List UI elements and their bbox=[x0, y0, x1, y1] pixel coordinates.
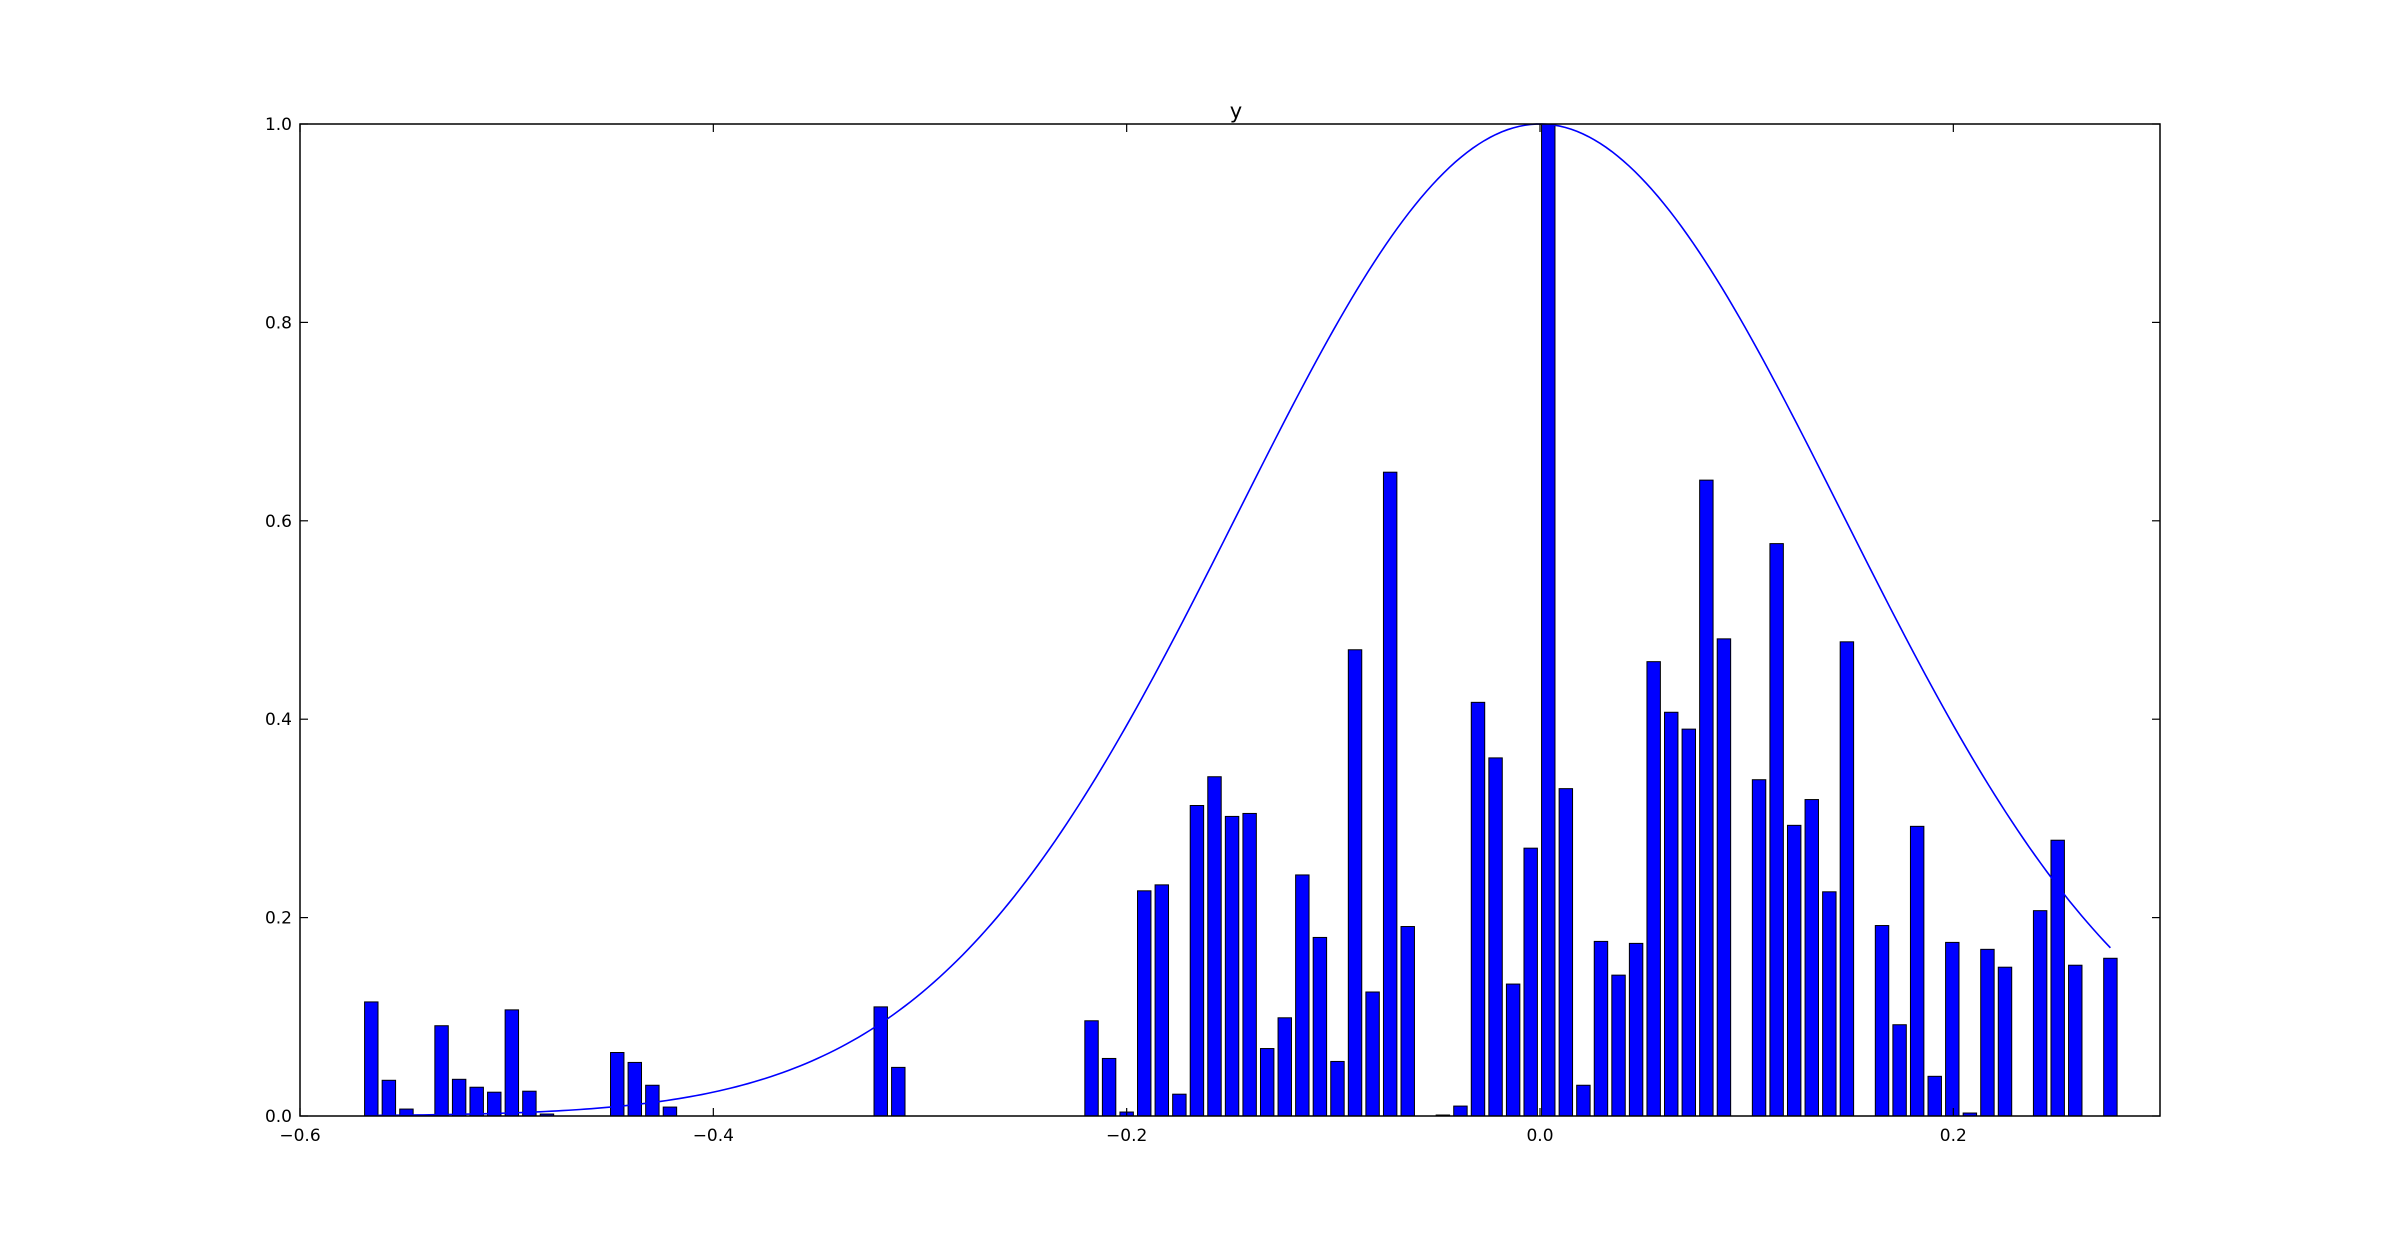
bar bbox=[1505, 983, 1521, 1117]
bar bbox=[1207, 776, 1222, 1117]
bar bbox=[1945, 941, 1960, 1117]
bar bbox=[627, 1061, 643, 1117]
plot-frame bbox=[299, 123, 2161, 1117]
x-tick-label: −0.4 bbox=[693, 1126, 734, 1146]
bar bbox=[1980, 948, 1995, 1117]
ticks-layer: −0.6 −0.4 −0.2 0.0 0.2 0.0 0.2 0.4 0.6 0.8 1.0 bbox=[265, 115, 2160, 1146]
bar bbox=[1628, 942, 1644, 1117]
bar bbox=[1664, 711, 1679, 1117]
series-line bbox=[371, 123, 2111, 1117]
bar bbox=[1769, 543, 1784, 1117]
bar bbox=[1277, 1017, 1292, 1117]
bar bbox=[1646, 661, 1661, 1117]
bar bbox=[1453, 1105, 1468, 1117]
bar bbox=[1523, 847, 1538, 1117]
bar bbox=[1716, 638, 1732, 1117]
bar bbox=[1488, 757, 1503, 1117]
bar bbox=[1154, 884, 1170, 1117]
bar bbox=[1400, 926, 1415, 1117]
curve-layer bbox=[371, 123, 2111, 1117]
bar bbox=[1997, 966, 2013, 1117]
bar bbox=[434, 1025, 449, 1117]
bar bbox=[1786, 824, 1802, 1117]
bar bbox=[1137, 890, 1152, 1117]
bar bbox=[1365, 991, 1380, 1117]
bar bbox=[2050, 839, 2065, 1117]
x-tick-label: 0.0 bbox=[1526, 1126, 1553, 1146]
bar bbox=[1804, 799, 1819, 1117]
bar bbox=[1541, 123, 1556, 1117]
bar bbox=[1892, 1024, 1907, 1117]
bar bbox=[451, 1078, 467, 1117]
bar bbox=[364, 1001, 379, 1117]
bar bbox=[1470, 701, 1486, 1117]
bar bbox=[662, 1106, 678, 1117]
bar bbox=[1172, 1093, 1187, 1117]
bar bbox=[1558, 788, 1574, 1117]
bar bbox=[1681, 728, 1697, 1117]
bars-layer bbox=[364, 123, 2118, 1117]
y-tick-label: 0.2 bbox=[265, 909, 292, 929]
bar bbox=[1839, 641, 1855, 1117]
bar bbox=[1312, 936, 1328, 1117]
bar bbox=[2103, 957, 2118, 1117]
bar bbox=[1593, 940, 1609, 1117]
chart-title: y bbox=[1230, 99, 1242, 123]
bar bbox=[1242, 812, 1257, 1117]
bar bbox=[1347, 649, 1363, 1117]
bar bbox=[1224, 815, 1240, 1117]
bar bbox=[1295, 874, 1310, 1117]
bar bbox=[1259, 1048, 1275, 1117]
bar bbox=[891, 1066, 906, 1117]
bar bbox=[1382, 471, 1398, 1117]
bar bbox=[1822, 891, 1837, 1117]
x-tick-label: 0.2 bbox=[1940, 1126, 1967, 1146]
bar bbox=[381, 1079, 397, 1117]
bar bbox=[1330, 1060, 1345, 1117]
bar bbox=[1084, 1020, 1099, 1117]
bar bbox=[1927, 1075, 1942, 1117]
bar bbox=[469, 1086, 484, 1117]
y-tick-label: 0.8 bbox=[265, 313, 292, 333]
bar bbox=[2068, 964, 2083, 1117]
bar bbox=[1101, 1057, 1117, 1117]
y-tick-label: 0.4 bbox=[265, 710, 292, 730]
bar bbox=[1699, 479, 1714, 1117]
bar bbox=[1874, 925, 1890, 1117]
bar bbox=[1611, 974, 1626, 1117]
bar bbox=[1189, 805, 1205, 1117]
bar bbox=[1909, 825, 1925, 1117]
bar bbox=[1576, 1084, 1591, 1117]
y-tick-label: 0.6 bbox=[265, 512, 292, 532]
y-tick-label: 0.0 bbox=[265, 1107, 292, 1127]
x-tick-label: −0.6 bbox=[279, 1126, 320, 1146]
bar bbox=[504, 1009, 520, 1117]
x-tick-label: −0.2 bbox=[1106, 1126, 1147, 1146]
bar bbox=[487, 1091, 502, 1117]
bar bbox=[2032, 910, 2048, 1117]
y-tick-label: 1.0 bbox=[265, 115, 292, 135]
bar bbox=[1751, 779, 1767, 1117]
bar bbox=[645, 1084, 660, 1117]
